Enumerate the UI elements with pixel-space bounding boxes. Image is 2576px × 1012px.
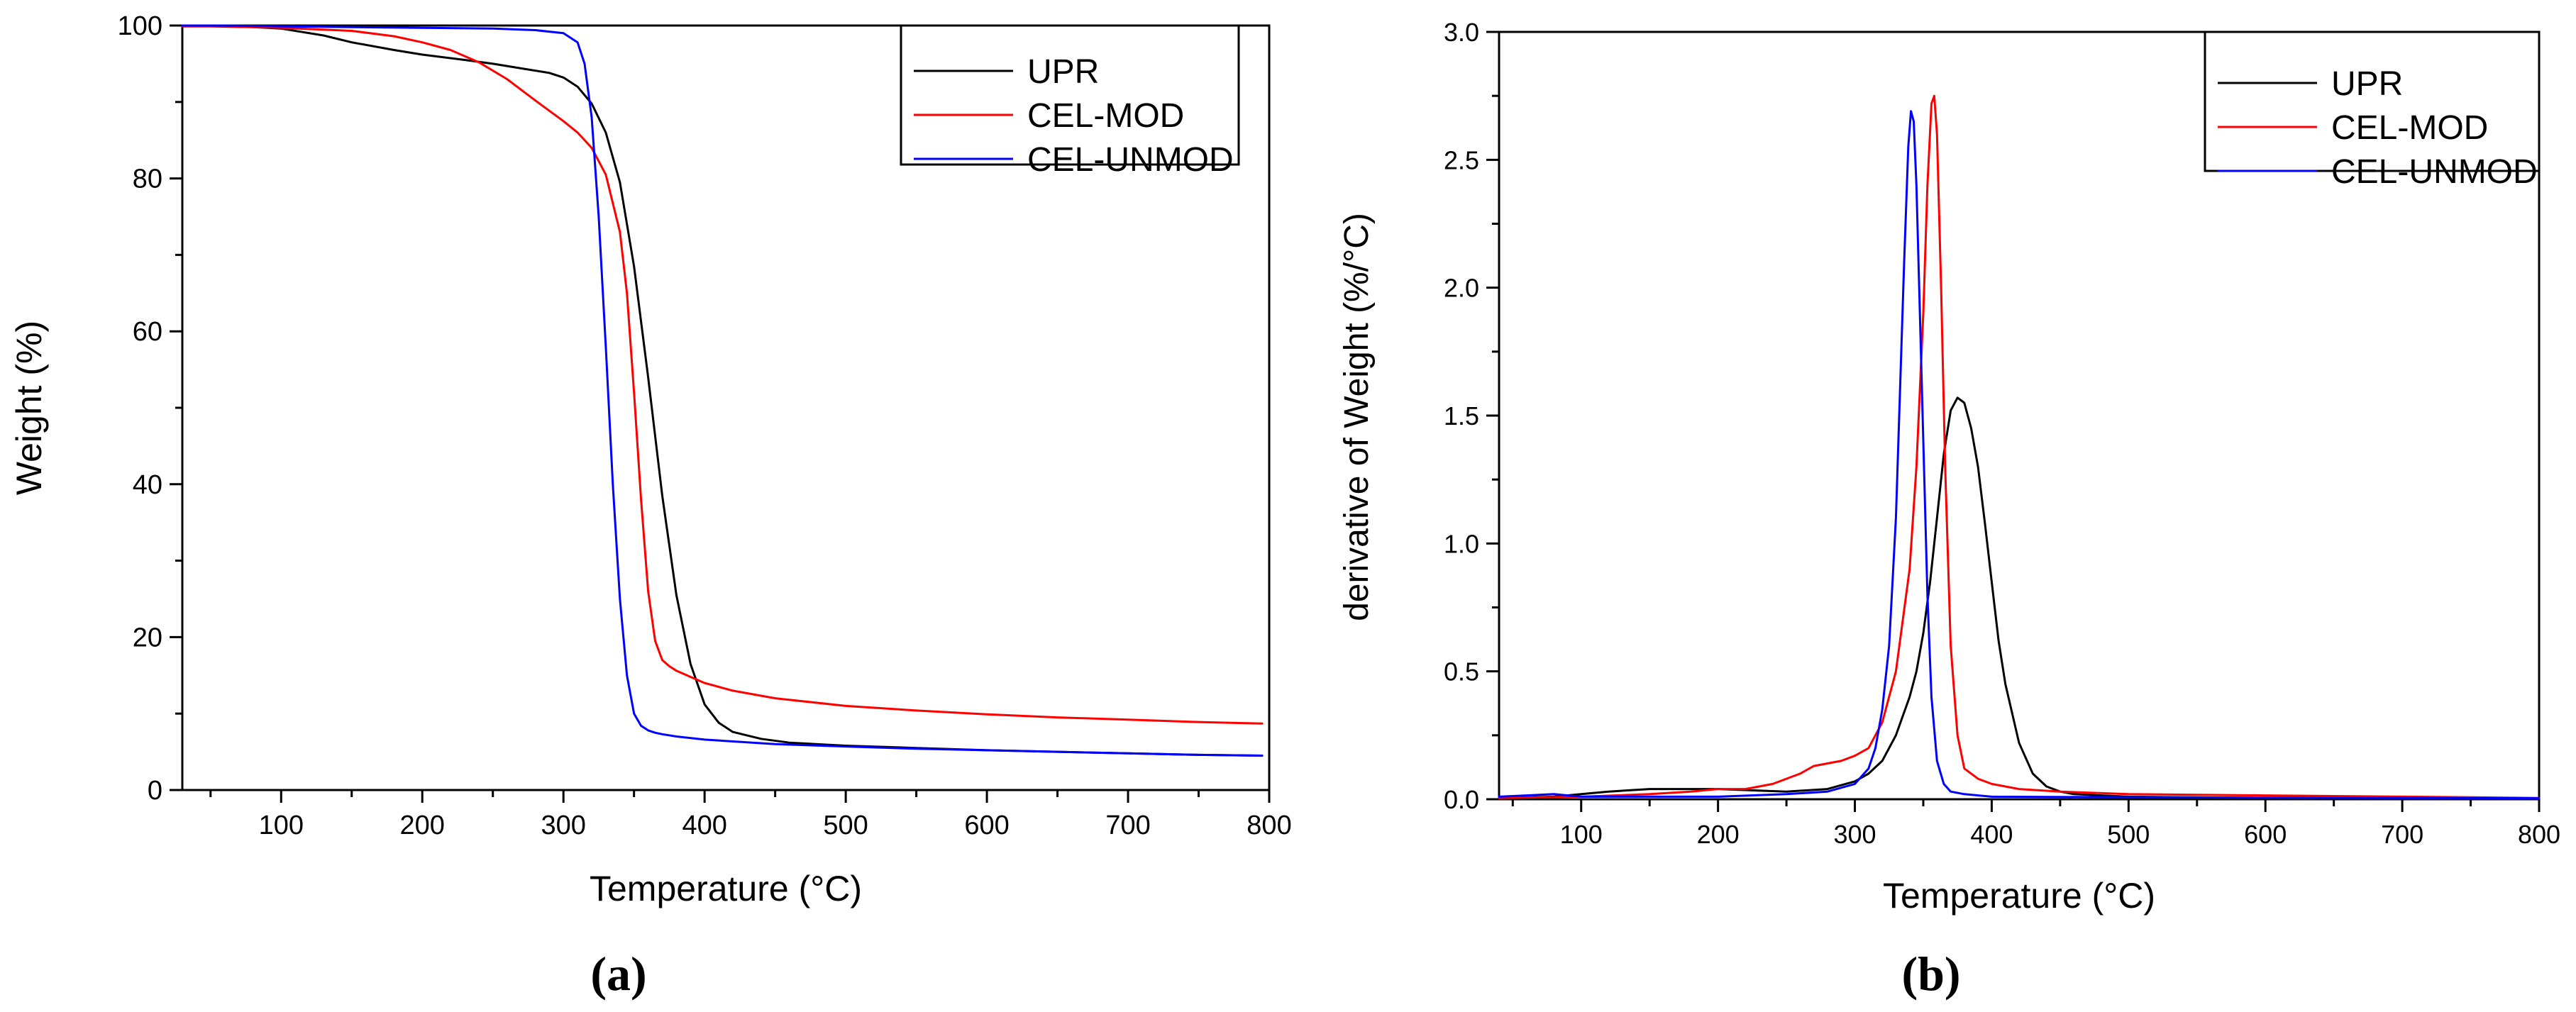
series-line-cel-unmod [181, 24, 1264, 757]
panel-a-ylabel: Weight (%) [9, 321, 49, 495]
y-tick-label: 0.5 [1444, 657, 1479, 686]
panel-b: 100 200 300 400 500 600 700 800 0.0 0.5 1.0 1.5 2.0 2… [1338, 18, 2560, 1001]
legend-label-upr: UPR [1027, 53, 1099, 91]
x-tick-label: 600 [964, 811, 1009, 840]
x-tick-label: 200 [400, 811, 445, 840]
panel-b-ticks [1486, 30, 2541, 812]
panel-b-ylabel: derivative of Weight (%/°C) [1338, 213, 1376, 621]
series-line-upr [1498, 396, 2541, 800]
y-tick-label: 1.0 [1444, 529, 1479, 558]
x-tick-label: 300 [541, 811, 585, 840]
x-tick-label: 300 [1833, 820, 1876, 849]
panel-a: 100 200 300 400 500 600 700 800 0 20 40 60 80 100 Tem… [9, 11, 1292, 1001]
panel-a-legend-box [900, 24, 1240, 166]
x-tick-label: 400 [682, 811, 726, 840]
y-tick-label: 40 [133, 470, 162, 500]
x-tick-label: 100 [259, 811, 304, 840]
legend-label-upr: UPR [2331, 65, 2403, 103]
panel-b-label: (b) [1901, 947, 1960, 1001]
y-tick-label: 100 [118, 11, 162, 41]
y-tick-label: 1.5 [1444, 401, 1479, 430]
series-line-cel-unmod [1498, 110, 2541, 800]
panel-a-lines [181, 24, 1264, 757]
y-tick-label: 20 [133, 623, 162, 652]
y-tick-label: 60 [133, 317, 162, 347]
panel-a-ticklabels: 100 200 300 400 500 600 700 800 0 20 40 60 80 100 [118, 11, 1292, 840]
panel-b-legend: UPR CEL-MOD CEL-UNMOD [2204, 30, 2541, 191]
y-tick-label: 0.0 [1444, 785, 1479, 814]
x-tick-label: 400 [1970, 820, 2013, 849]
x-tick-label: 500 [2107, 820, 2150, 849]
y-tick-label: 2.5 [1444, 145, 1479, 174]
legend-label-cel-unmod: CEL-UNMOD [1027, 141, 1234, 179]
panel-a-legend: UPR CEL-MOD CEL-UNMOD [900, 24, 1240, 179]
x-tick-label: 600 [2244, 820, 2287, 849]
x-tick-label: 800 [1246, 811, 1291, 840]
panel-b-xlabel: Temperature (°C) [1883, 876, 2155, 916]
x-tick-label: 500 [823, 811, 868, 840]
x-tick-label: 800 [2518, 820, 2560, 849]
y-tick-label: 80 [133, 165, 162, 194]
series-line-cel-mod [181, 25, 1264, 725]
x-tick-label: 200 [1697, 820, 1740, 849]
panel-a-ticks [170, 24, 1271, 803]
y-tick-label: 3.0 [1444, 18, 1479, 47]
legend-label-cel-mod: CEL-MOD [1027, 97, 1184, 135]
panel-b-ticklabels: 100 200 300 400 500 600 700 800 0.0 0.5 1.0 1.5 2.0 2… [1444, 18, 2560, 849]
series-line-cel-mod [1498, 94, 2541, 799]
x-tick-label: 700 [1105, 811, 1150, 840]
x-tick-label: 700 [2381, 820, 2423, 849]
legend-label-cel-mod: CEL-MOD [2331, 109, 2488, 147]
panel-a-xlabel: Temperature (°C) [590, 869, 862, 908]
panel-a-label: (a) [590, 947, 646, 1001]
legend-label-cel-unmod: CEL-UNMOD [2331, 153, 2538, 191]
x-tick-label: 100 [1560, 820, 1603, 849]
y-tick-label: 0 [148, 776, 162, 806]
y-tick-label: 2.0 [1444, 274, 1479, 303]
panel-b-legend-box [2204, 30, 2541, 172]
panel-b-lines [1498, 94, 2541, 800]
